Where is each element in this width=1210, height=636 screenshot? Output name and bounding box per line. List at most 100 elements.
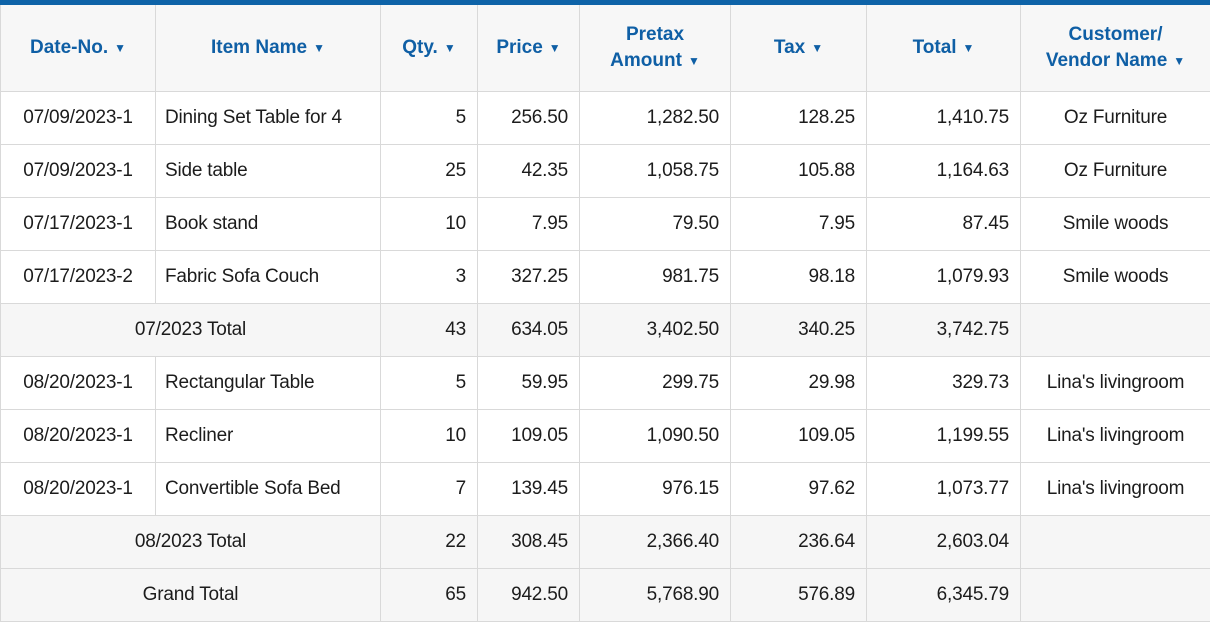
- cell-pretax-amount[interactable]: 5,768.90: [579, 568, 731, 622]
- sort-dropdown-icon[interactable]: ▼: [313, 41, 325, 56]
- cell-date-no[interactable]: 07/17/2023-1: [0, 197, 156, 251]
- cell-date-no[interactable]: 07/17/2023-2: [0, 250, 156, 304]
- cell-pretax-amount[interactable]: 2,366.40: [579, 515, 731, 569]
- cell-qty[interactable]: 7: [380, 462, 478, 516]
- cell-pretax-amount[interactable]: 1,282.50: [579, 91, 731, 145]
- cell-total[interactable]: 3,742.75: [866, 303, 1021, 357]
- cell-total[interactable]: 6,345.79: [866, 568, 1021, 622]
- cell-qty[interactable]: 10: [380, 197, 478, 251]
- cell-total[interactable]: 1,079.93: [866, 250, 1021, 304]
- cell-customer-vendor[interactable]: Oz Furniture: [1020, 91, 1210, 145]
- column-header-tax[interactable]: Tax ▼: [730, 2, 867, 92]
- cell-pretax-amount[interactable]: 79.50: [579, 197, 731, 251]
- cell-price[interactable]: 942.50: [477, 568, 580, 622]
- cell-price[interactable]: 634.05: [477, 303, 580, 357]
- cell-date-no[interactable]: 08/20/2023-1: [0, 356, 156, 410]
- sales-report-table: Date-No. ▼ Item Name ▼ Qty. ▼ Price ▼ Pretax…: [0, 0, 1210, 622]
- cell-tax[interactable]: 97.62: [730, 462, 867, 516]
- cell-item-name[interactable]: Dining Set Table for 4: [155, 91, 381, 145]
- cell-pretax-amount[interactable]: 3,402.50: [579, 303, 731, 357]
- cell-price[interactable]: 7.95: [477, 197, 580, 251]
- cell-qty[interactable]: 25: [380, 144, 478, 198]
- cell-tax[interactable]: 340.25: [730, 303, 867, 357]
- cell-qty[interactable]: 3: [380, 250, 478, 304]
- cell-date-no[interactable]: 07/09/2023-1: [0, 91, 156, 145]
- cell-qty[interactable]: 5: [380, 356, 478, 410]
- cell-tax[interactable]: 98.18: [730, 250, 867, 304]
- cell-total[interactable]: 1,410.75: [866, 91, 1021, 145]
- cell-qty[interactable]: 10: [380, 409, 478, 463]
- cell-pretax-amount[interactable]: 1,090.50: [579, 409, 731, 463]
- table-header: Date-No. ▼ Item Name ▼ Qty. ▼ Price ▼ Pretax…: [0, 2, 1210, 92]
- cell-customer-vendor[interactable]: Smile woods: [1020, 250, 1210, 304]
- cell-pretax-amount[interactable]: 1,058.75: [579, 144, 731, 198]
- cell-item-name[interactable]: Book stand: [155, 197, 381, 251]
- cell-pretax-amount[interactable]: 299.75: [579, 356, 731, 410]
- cell-total[interactable]: 87.45: [866, 197, 1021, 251]
- cell-price[interactable]: 59.95: [477, 356, 580, 410]
- cell-pretax-amount[interactable]: 976.15: [579, 462, 731, 516]
- sort-dropdown-icon[interactable]: ▼: [811, 41, 824, 56]
- column-header-date-no[interactable]: Date-No. ▼: [0, 2, 156, 92]
- cell-customer-vendor[interactable]: Lina's livingroom: [1020, 409, 1210, 463]
- cell-group-label[interactable]: Grand Total: [0, 568, 381, 622]
- header-row: Date-No. ▼ Item Name ▼ Qty. ▼ Price ▼ Pretax…: [0, 2, 1210, 92]
- column-header-customer-vendor[interactable]: Customer/ Vendor Name ▼: [1020, 2, 1210, 92]
- cell-customer-vendor[interactable]: Lina's livingroom: [1020, 356, 1210, 410]
- sort-dropdown-icon[interactable]: ▼: [962, 41, 975, 56]
- column-header-label: Qty.: [402, 37, 438, 59]
- column-header-item-name[interactable]: Item Name ▼: [155, 2, 381, 92]
- column-header-label: Customer/ Vendor Name: [1045, 24, 1168, 71]
- cell-date-no[interactable]: 07/09/2023-1: [0, 144, 156, 198]
- cell-pretax-amount[interactable]: 981.75: [579, 250, 731, 304]
- table-row: 07/09/2023-1 Dining Set Table for 4 5 256.5…: [0, 91, 1210, 145]
- cell-total[interactable]: 329.73: [866, 356, 1021, 410]
- cell-group-label[interactable]: 07/2023 Total: [0, 303, 381, 357]
- cell-tax[interactable]: 29.98: [730, 356, 867, 410]
- column-header-total[interactable]: Total ▼: [866, 2, 1021, 92]
- column-header-label: Pretax Amount: [610, 24, 685, 71]
- cell-total[interactable]: 1,164.63: [866, 144, 1021, 198]
- column-header-qty[interactable]: Qty. ▼: [380, 2, 478, 92]
- cell-customer-vendor[interactable]: Oz Furniture: [1020, 144, 1210, 198]
- cell-tax[interactable]: 109.05: [730, 409, 867, 463]
- cell-tax[interactable]: 576.89: [730, 568, 867, 622]
- cell-tax[interactable]: 128.25: [730, 91, 867, 145]
- cell-qty[interactable]: 65: [380, 568, 478, 622]
- cell-date-no[interactable]: 08/20/2023-1: [0, 462, 156, 516]
- cell-customer-vendor[interactable]: [1020, 303, 1210, 357]
- cell-item-name[interactable]: Fabric Sofa Couch: [155, 250, 381, 304]
- cell-qty[interactable]: 5: [380, 91, 478, 145]
- cell-group-label[interactable]: 08/2023 Total: [0, 515, 381, 569]
- cell-item-name[interactable]: Convertible Sofa Bed: [155, 462, 381, 516]
- cell-customer-vendor[interactable]: [1020, 515, 1210, 569]
- cell-item-name[interactable]: Side table: [155, 144, 381, 198]
- cell-tax[interactable]: 236.64: [730, 515, 867, 569]
- cell-total[interactable]: 2,603.04: [866, 515, 1021, 569]
- cell-qty[interactable]: 22: [380, 515, 478, 569]
- sort-dropdown-icon[interactable]: ▼: [1173, 54, 1186, 68]
- cell-tax[interactable]: 7.95: [730, 197, 867, 251]
- sort-dropdown-icon[interactable]: ▼: [548, 41, 561, 56]
- cell-item-name[interactable]: Rectangular Table: [155, 356, 381, 410]
- cell-price[interactable]: 308.45: [477, 515, 580, 569]
- column-header-price[interactable]: Price ▼: [477, 2, 580, 92]
- cell-date-no[interactable]: 08/20/2023-1: [0, 409, 156, 463]
- cell-price[interactable]: 109.05: [477, 409, 580, 463]
- cell-customer-vendor[interactable]: Smile woods: [1020, 197, 1210, 251]
- cell-qty[interactable]: 43: [380, 303, 478, 357]
- cell-price[interactable]: 327.25: [477, 250, 580, 304]
- cell-customer-vendor[interactable]: [1020, 568, 1210, 622]
- sort-dropdown-icon[interactable]: ▼: [687, 54, 700, 68]
- cell-total[interactable]: 1,199.55: [866, 409, 1021, 463]
- cell-tax[interactable]: 105.88: [730, 144, 867, 198]
- cell-price[interactable]: 42.35: [477, 144, 580, 198]
- cell-total[interactable]: 1,073.77: [866, 462, 1021, 516]
- cell-customer-vendor[interactable]: Lina's livingroom: [1020, 462, 1210, 516]
- sort-dropdown-icon[interactable]: ▼: [443, 41, 456, 56]
- sort-dropdown-icon[interactable]: ▼: [114, 41, 126, 56]
- cell-price[interactable]: 256.50: [477, 91, 580, 145]
- cell-item-name[interactable]: Recliner: [155, 409, 381, 463]
- cell-price[interactable]: 139.45: [477, 462, 580, 516]
- column-header-pretax-amount[interactable]: Pretax Amount ▼: [579, 2, 731, 92]
